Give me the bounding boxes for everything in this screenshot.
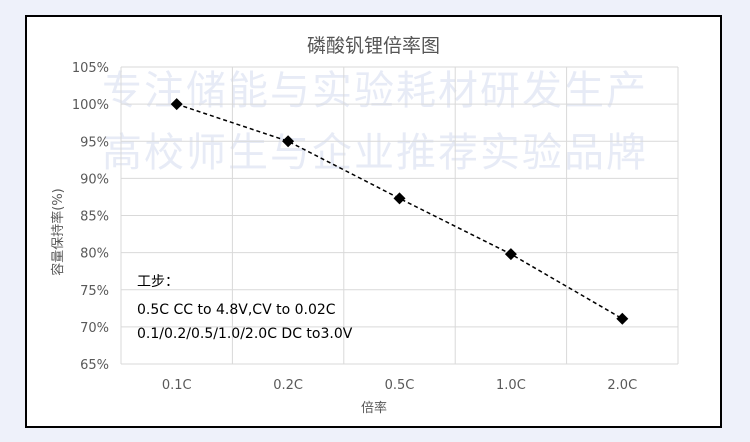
y-tick-label: 90% <box>80 172 109 187</box>
data-point-marker <box>504 248 517 261</box>
data-point-marker <box>282 135 295 148</box>
y-tick-label: 75% <box>80 284 109 299</box>
x-tick-label: 0.2C <box>273 378 303 393</box>
y-tick-label: 105% <box>72 61 109 76</box>
watermark-line-2: 高校师生与企业推荐实验品牌 <box>102 130 648 176</box>
y-tick-label: 65% <box>80 358 109 373</box>
gridlines <box>120 66 679 365</box>
series-path <box>176 103 623 320</box>
x-tick-label: 0.5C <box>385 378 415 393</box>
data-markers <box>170 98 629 325</box>
y-tick-label: 85% <box>80 210 109 225</box>
y-tick-labels: 65% 70% 75% 80% 85% 90% 95% 100% 105% <box>72 61 109 373</box>
y-tick-label: 70% <box>80 321 109 336</box>
y-axis-title: 容量保持率(%) <box>50 188 66 276</box>
x-tick-label: 2.0C <box>607 378 637 393</box>
annotation-line: 工步： <box>137 274 179 290</box>
x-tick-label: 1.0C <box>496 378 526 393</box>
y-tick-label: 80% <box>80 247 109 262</box>
annotation-line: 0.1/0.2/0.5/1.0/2.0C DC to3.0V <box>137 326 353 342</box>
annotation-box: 工步： 0.5C CC to 4.8V,CV to 0.02C 0.1/0.2/0.… <box>137 274 353 342</box>
chart-title: 磷酸钒锂倍率图 <box>306 35 440 57</box>
data-point-marker <box>170 98 183 111</box>
y-tick-label: 95% <box>80 135 109 150</box>
data-point-marker <box>393 192 406 205</box>
x-tick-labels: 0.1C 0.2C 0.5C 1.0C 2.0C <box>162 378 637 393</box>
x-tick-label: 0.1C <box>162 378 192 393</box>
x-axis-title: 倍率 <box>361 400 387 416</box>
y-tick-label: 100% <box>72 98 109 113</box>
data-point-marker <box>616 312 629 325</box>
watermark-line-1: 专注储能与实验耗材研发生产 <box>102 68 648 114</box>
annotation-line: 0.5C CC to 4.8V,CV to 0.02C <box>137 302 336 318</box>
chart-frame <box>25 15 722 428</box>
series-line <box>176 103 623 320</box>
